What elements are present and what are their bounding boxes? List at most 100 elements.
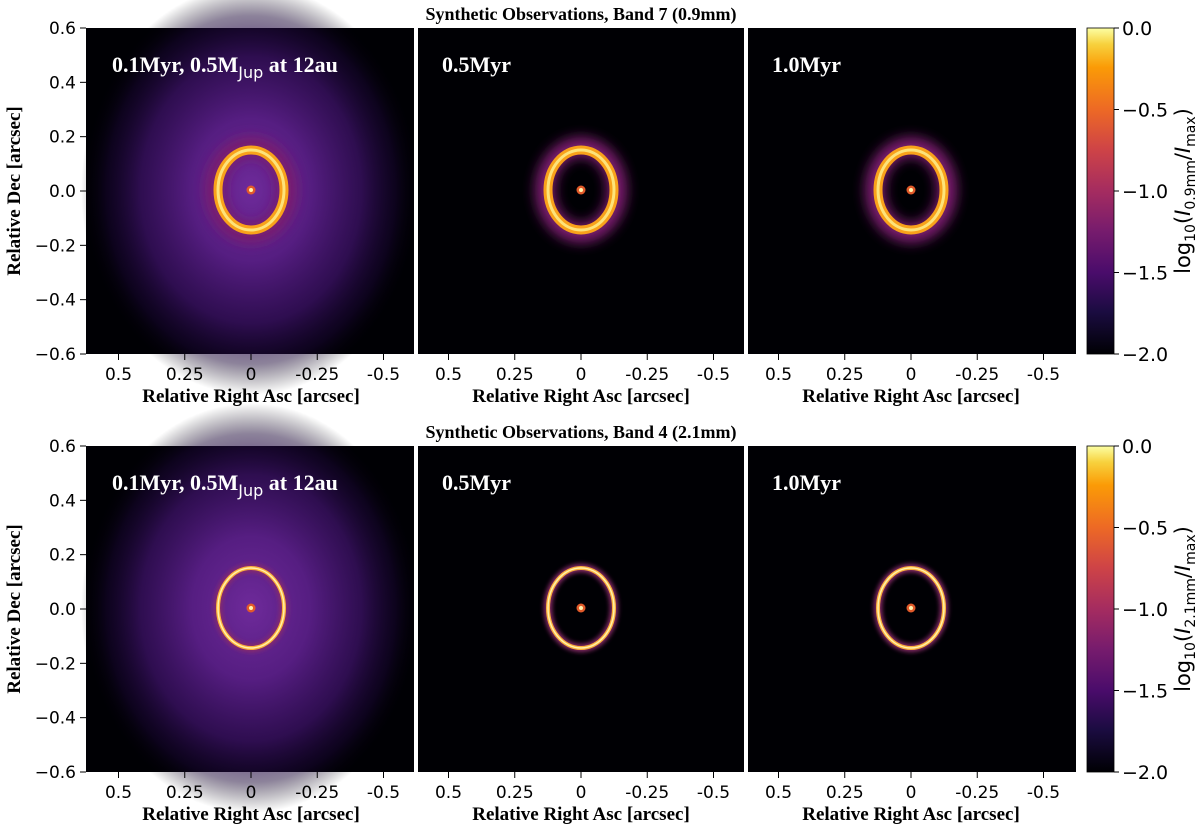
central-source-core — [909, 188, 913, 192]
x-tick-label: 0.5 — [435, 783, 462, 803]
ring-core — [547, 567, 615, 649]
y-tick-label: 0.4 — [49, 491, 76, 511]
panel-2-1: 0.1Myr, 0.5MJup at 12au 0.5 0.25 0 -0.25 -0.5… — [35, 403, 421, 825]
x-tick-label: -0.5 — [367, 783, 400, 803]
colorbar-tick-label: −1.0 — [1122, 599, 1168, 621]
colorbar: 0.0 −0.5 −1.0 −1.5 −2.0 log10(I0.9mm/Imax) — [1086, 18, 1199, 366]
diffuse-halo — [81, 0, 421, 395]
y-tick-label: −0.2 — [35, 236, 76, 256]
figure-row-2: Synthetic Observations, Band 4 (2.1mm)0.… — [4, 403, 1199, 825]
x-tick-label: 0 — [246, 365, 257, 385]
figure-row-1: Synthetic Observations, Band 7 (0.9mm)0.… — [4, 0, 1199, 407]
x-axis-label: Relative Right Asc [arcsec] — [802, 804, 1020, 825]
colorbar-gradient — [1086, 445, 1115, 773]
x-tick-label: -0.5 — [367, 365, 400, 385]
row-title: Synthetic Observations, Band 4 (2.1mm) — [425, 422, 736, 443]
y-tick-label: −0.2 — [35, 654, 76, 674]
central-source-core — [249, 188, 253, 192]
x-axis-label: Relative Right Asc [arcsec] — [142, 386, 360, 407]
panel-divider — [414, 28, 418, 354]
panel-label: 0.1Myr, 0.5MJup at 12au — [112, 470, 338, 500]
panel-2-2: 0.5Myr 0.5 0.25 0 -0.25 -0.5 Relative Right As… — [416, 446, 746, 825]
x-tick-label: 0.25 — [826, 365, 864, 385]
x-tick-label: 0 — [906, 783, 917, 803]
colorbar-tick-label: −0.5 — [1122, 100, 1168, 122]
x-tick-label: 0.5 — [765, 365, 792, 385]
colorbar-label: log10(I2.1mm/Imax) — [1171, 526, 1199, 692]
x-tick-label: -0.25 — [625, 783, 669, 803]
panel-label: 0.1Myr, 0.5MJup at 12au — [112, 52, 338, 82]
x-tick-label: 0.25 — [826, 783, 864, 803]
x-tick-label: -0.5 — [1027, 783, 1060, 803]
y-tick-label: 0.2 — [49, 546, 76, 566]
colorbar-tick-label: −2.0 — [1122, 762, 1168, 784]
ring-core — [877, 567, 945, 649]
colorbar-gradient — [1086, 27, 1115, 355]
ring-core — [876, 148, 946, 232]
row-title: Synthetic Observations, Band 7 (0.9mm) — [425, 4, 736, 25]
panel-divider — [744, 446, 748, 772]
x-tick-label: -0.5 — [1027, 365, 1060, 385]
x-axis-label: Relative Right Asc [arcsec] — [472, 804, 690, 825]
x-tick-label: 0.25 — [496, 783, 534, 803]
x-tick-label: 0.25 — [166, 365, 204, 385]
y-axis-label: Relative Dec [arcsec] — [4, 106, 25, 276]
panel-label: 1.0Myr — [772, 52, 841, 77]
panel-divider — [414, 446, 418, 772]
y-tick-label: −0.6 — [35, 345, 76, 365]
colorbar-tick-label: 0.0 — [1122, 18, 1152, 40]
colorbar-tick-label: −1.0 — [1122, 181, 1168, 203]
central-source-core — [579, 606, 583, 610]
ring-core — [216, 148, 286, 232]
colorbar-tick-label: 0.0 — [1122, 436, 1152, 458]
x-tick-label: 0.25 — [166, 783, 204, 803]
y-tick-label: 0.4 — [49, 73, 76, 93]
colorbar-label: log10(I0.9mm/Imax) — [1171, 108, 1199, 274]
y-tick-label: 0.2 — [49, 128, 76, 148]
ring-core — [217, 567, 285, 649]
x-tick-label: -0.5 — [697, 783, 730, 803]
panel-label: 1.0Myr — [772, 470, 841, 495]
x-tick-label: -0.25 — [295, 365, 339, 385]
panel-1-1: 0.1Myr, 0.5MJup at 12au 0.5 0.25 0 -0.25 -0.5… — [35, 0, 421, 407]
panel-2-3: 1.0Myr 0.5 0.25 0 -0.25 -0.5 Relative Right As… — [746, 446, 1076, 825]
x-tick-label: 0.25 — [496, 365, 534, 385]
ring-core — [546, 148, 616, 232]
x-tick-label: 0.5 — [105, 783, 132, 803]
x-tick-label: 0 — [246, 783, 257, 803]
x-tick-label: -0.25 — [295, 783, 339, 803]
y-axis-label: Relative Dec [arcsec] — [4, 524, 25, 694]
central-source-core — [249, 606, 253, 610]
y-tick-label: −0.6 — [35, 763, 76, 783]
x-tick-label: -0.25 — [955, 365, 999, 385]
panel-divider — [744, 28, 748, 354]
y-tick-label: 0.0 — [49, 600, 76, 620]
x-tick-label: 0.5 — [765, 783, 792, 803]
x-tick-label: 0 — [576, 365, 587, 385]
y-tick-label: −0.4 — [35, 291, 76, 311]
central-source-core — [909, 606, 913, 610]
panel-label: 0.5Myr — [442, 52, 511, 77]
central-source-core — [579, 188, 583, 192]
x-tick-label: 0 — [576, 783, 587, 803]
colorbar-tick-label: −0.5 — [1122, 518, 1168, 540]
y-tick-label: 0.0 — [49, 182, 76, 202]
x-tick-label: 0.5 — [435, 365, 462, 385]
x-tick-label: -0.25 — [955, 783, 999, 803]
panel-1-3: 1.0Myr 0.5 0.25 0 -0.25 -0.5 Relative Right As… — [746, 28, 1076, 407]
x-tick-label: 0.5 — [105, 365, 132, 385]
colorbar-tick-label: −1.5 — [1122, 263, 1168, 285]
y-tick-label: 0.6 — [49, 437, 76, 457]
colorbar-tick-label: −1.5 — [1122, 681, 1168, 703]
x-axis-label: Relative Right Asc [arcsec] — [472, 386, 690, 407]
x-tick-label: -0.25 — [625, 365, 669, 385]
x-axis-label: Relative Right Asc [arcsec] — [142, 804, 360, 825]
y-tick-label: 0.6 — [49, 19, 76, 39]
x-tick-label: 0 — [906, 365, 917, 385]
panel-1-2: 0.5Myr 0.5 0.25 0 -0.25 -0.5 Relative Right As… — [416, 28, 746, 407]
colorbar: 0.0 −0.5 −1.0 −1.5 −2.0 log10(I2.1mm/Imax) — [1086, 436, 1199, 784]
colorbar-tick-label: −2.0 — [1122, 344, 1168, 366]
panel-label: 0.5Myr — [442, 470, 511, 495]
x-axis-label: Relative Right Asc [arcsec] — [802, 386, 1020, 407]
